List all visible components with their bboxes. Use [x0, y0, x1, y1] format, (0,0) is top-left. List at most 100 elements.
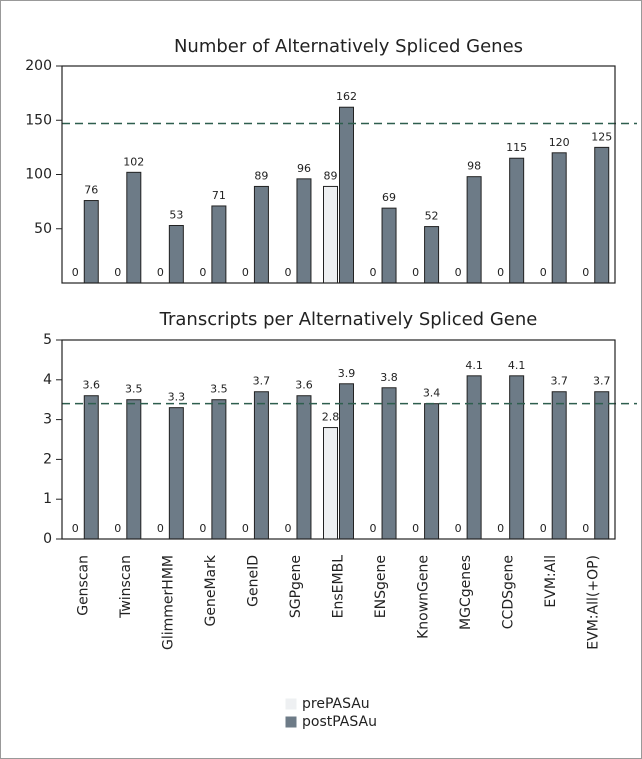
value-label: 0 — [157, 522, 164, 535]
value-label: 3.5 — [125, 383, 143, 396]
value-label: 2.8 — [322, 411, 340, 424]
value-label: 89 — [254, 169, 268, 182]
bar — [551, 391, 567, 540]
y-tick-label: 3 — [43, 412, 52, 428]
value-label: 0 — [412, 266, 419, 279]
value-label: 69 — [382, 191, 396, 204]
x-tick-label: KnownGene — [416, 555, 432, 639]
bar — [253, 185, 269, 284]
bar — [381, 207, 397, 284]
y-tick-label: 200 — [25, 58, 52, 74]
value-label: 0 — [114, 522, 121, 535]
bar — [509, 375, 525, 540]
value-label: 0 — [72, 266, 79, 279]
value-label: 0 — [242, 522, 249, 535]
bar — [551, 152, 567, 284]
bar — [296, 395, 312, 540]
value-label: 0 — [455, 522, 462, 535]
x-tick-label: GlimmerHMM — [160, 555, 176, 650]
value-label: 0 — [72, 522, 79, 535]
x-tick-label: GeneID — [245, 555, 261, 607]
value-label: 0 — [199, 266, 206, 279]
bar — [253, 391, 269, 540]
value-label: 0 — [370, 266, 377, 279]
value-label: 3.6 — [295, 379, 313, 392]
value-label: 102 — [123, 155, 144, 168]
x-tick-label: ENSgene — [373, 555, 389, 618]
legend-label: postPASAu — [302, 714, 377, 730]
x-tick-label: EVM:All — [543, 555, 559, 608]
bar — [211, 205, 227, 284]
x-tick-label: EnsEMBL — [331, 555, 347, 619]
y-tick-label: 100 — [25, 167, 52, 183]
y-tick-label: 2 — [43, 451, 52, 467]
y-tick-label: 1 — [43, 491, 52, 507]
value-label: 76 — [84, 184, 98, 197]
x-tick-label: CCDSgene — [501, 555, 517, 629]
x-tick-label: MGCgenes — [458, 555, 474, 630]
bar — [509, 157, 525, 284]
y-tick-label: 0 — [43, 531, 52, 547]
bar — [339, 383, 354, 540]
bar — [323, 427, 338, 540]
bar — [168, 407, 184, 540]
x-tick-label: SGPgene — [288, 555, 304, 618]
plot-frame — [61, 65, 616, 284]
value-label: 3.7 — [550, 375, 568, 388]
bar — [339, 106, 354, 284]
x-tick-label: Genscan — [75, 555, 91, 616]
value-label: 89 — [324, 169, 338, 182]
bar — [168, 224, 184, 284]
value-label: 0 — [582, 522, 589, 535]
bar — [424, 226, 440, 284]
value-label: 0 — [284, 266, 291, 279]
legend-label: prePASAu — [302, 696, 370, 712]
value-label: 120 — [549, 136, 570, 149]
value-label: 3.6 — [83, 379, 101, 392]
value-label: 0 — [497, 266, 504, 279]
value-label: 162 — [336, 90, 357, 103]
value-label: 3.3 — [168, 391, 186, 404]
value-label: 3.5 — [210, 383, 228, 396]
legend-swatch — [285, 698, 297, 710]
bar — [594, 146, 610, 284]
value-label: 115 — [506, 141, 527, 154]
bar — [466, 176, 482, 284]
value-label: 0 — [157, 266, 164, 279]
y-tick-label: 150 — [25, 112, 52, 128]
plot-frame — [61, 339, 616, 540]
value-label: 0 — [540, 522, 547, 535]
value-label: 0 — [540, 266, 547, 279]
value-label: 0 — [497, 522, 504, 535]
x-tick-label: Twinscan — [118, 555, 134, 619]
value-label: 4.1 — [508, 359, 526, 372]
bar — [83, 395, 99, 540]
y-tick-label: 50 — [34, 221, 52, 237]
value-label: 3.7 — [253, 375, 271, 388]
value-label: 3.7 — [593, 375, 611, 388]
value-label: 0 — [370, 522, 377, 535]
value-label: 96 — [297, 162, 311, 175]
legend-swatch — [285, 716, 297, 728]
chart-title: Number of Alternatively Spliced Genes — [174, 36, 523, 57]
bar — [466, 375, 482, 540]
value-label: 53 — [169, 208, 183, 221]
value-label: 3.9 — [338, 367, 356, 380]
bar — [594, 391, 610, 540]
bar — [126, 399, 142, 540]
value-label: 125 — [591, 130, 612, 143]
value-label: 3.8 — [380, 371, 398, 384]
bar — [211, 399, 227, 540]
value-label: 0 — [242, 266, 249, 279]
y-tick-label: 5 — [43, 332, 52, 348]
value-label: 0 — [582, 266, 589, 279]
value-label: 3.4 — [423, 387, 441, 400]
value-label: 0 — [284, 522, 291, 535]
value-label: 4.1 — [465, 359, 483, 372]
bar — [83, 200, 99, 284]
value-label: 0 — [199, 522, 206, 535]
bar — [323, 185, 338, 284]
y-tick-label: 4 — [43, 372, 52, 388]
value-label: 98 — [467, 160, 481, 173]
